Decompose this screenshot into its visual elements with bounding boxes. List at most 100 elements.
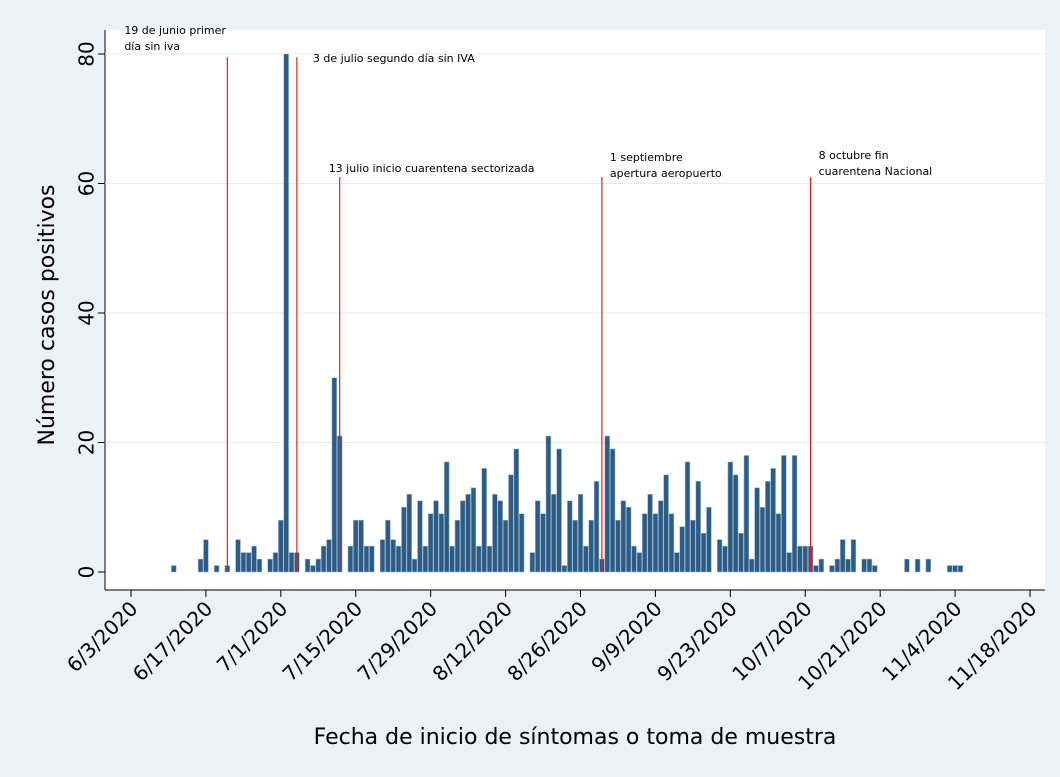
bar — [716, 539, 723, 573]
bar — [749, 558, 755, 573]
bar — [834, 558, 841, 573]
bar — [663, 474, 669, 573]
annotation-text: apertura aeropuerto — [610, 167, 722, 180]
bar — [642, 513, 648, 573]
bar — [278, 519, 284, 573]
bar — [304, 558, 311, 573]
bar — [620, 500, 627, 573]
bar — [679, 526, 685, 573]
bar — [722, 545, 728, 573]
bar — [914, 558, 921, 573]
bar — [502, 519, 509, 573]
bar — [422, 545, 429, 573]
bar — [545, 435, 552, 573]
bar — [465, 493, 471, 573]
bar — [235, 539, 241, 573]
bar — [390, 539, 396, 573]
bar — [813, 565, 819, 573]
bar — [765, 481, 771, 573]
bar — [326, 539, 332, 573]
bar — [732, 474, 739, 573]
bar — [706, 506, 712, 573]
bar — [438, 513, 445, 573]
annotation-text: cuarentena Nacional — [819, 165, 933, 178]
y-tick-label: 40 — [75, 300, 99, 325]
bar — [786, 552, 792, 573]
bar — [700, 532, 707, 573]
bar — [529, 552, 536, 573]
bar — [775, 513, 782, 573]
bar — [358, 519, 364, 573]
bar — [572, 519, 578, 573]
bar — [797, 545, 803, 573]
bar — [818, 558, 825, 573]
annotation-text: día sin iva — [124, 40, 180, 53]
bar — [347, 545, 354, 573]
bar — [609, 448, 616, 573]
bar — [861, 558, 867, 573]
bar — [315, 558, 321, 573]
bar — [256, 558, 263, 573]
bar — [904, 558, 910, 573]
bar — [845, 558, 851, 573]
bar — [288, 552, 295, 573]
bar — [369, 545, 375, 573]
bar — [476, 545, 482, 573]
bar — [690, 519, 696, 573]
bar — [556, 448, 562, 573]
bar — [840, 539, 846, 573]
bar — [508, 474, 514, 573]
bar — [379, 539, 386, 573]
bar — [647, 493, 653, 573]
bar — [604, 435, 610, 573]
annotation-text: 1 septiembre — [610, 151, 683, 164]
bar — [567, 500, 573, 573]
bar — [497, 500, 503, 573]
bar — [331, 377, 338, 573]
bar — [320, 545, 327, 573]
x-axis-title: Fecha de inicio de síntomas o toma de mu… — [314, 725, 837, 750]
bar — [850, 539, 857, 573]
bar — [481, 468, 487, 573]
bar — [267, 558, 273, 573]
bar — [444, 461, 450, 573]
bar — [310, 565, 316, 573]
bar — [583, 545, 589, 573]
bar — [636, 552, 643, 573]
bar — [625, 506, 632, 573]
bar — [534, 500, 541, 573]
bar — [743, 455, 750, 573]
bar — [947, 565, 953, 573]
bar — [668, 513, 675, 573]
bar — [540, 513, 546, 573]
bar — [401, 506, 407, 573]
bar — [213, 565, 220, 573]
plot-area — [105, 30, 1045, 590]
bar — [171, 565, 177, 573]
bar — [395, 545, 402, 573]
bar — [588, 519, 594, 573]
bar — [246, 552, 252, 573]
bar — [433, 500, 439, 573]
bar — [427, 513, 434, 573]
bar — [770, 468, 776, 573]
bar — [695, 481, 701, 573]
bar — [240, 552, 247, 573]
bar — [454, 519, 461, 573]
bar — [460, 500, 466, 573]
annotation-text: 13 julio inicio cuarentena sectorizada — [329, 162, 535, 175]
bar — [203, 539, 209, 573]
bar — [727, 461, 734, 573]
bar — [674, 552, 680, 573]
bar — [829, 565, 835, 573]
bar — [486, 545, 493, 573]
y-tick-label: 60 — [75, 171, 99, 196]
annotation-text: 8 octubre fin — [819, 149, 889, 162]
bar — [759, 506, 766, 573]
bar — [406, 493, 412, 573]
bar — [417, 500, 423, 573]
bar — [738, 532, 744, 573]
bar — [631, 545, 637, 573]
